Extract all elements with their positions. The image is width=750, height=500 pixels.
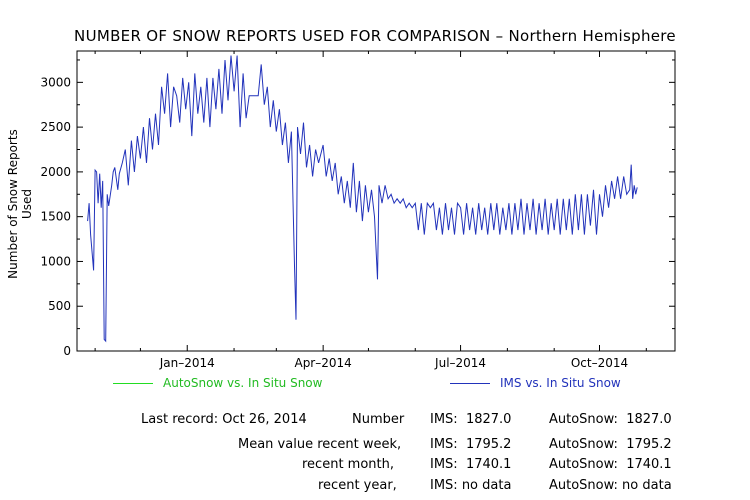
x-tick-label: Jul–2014	[434, 356, 486, 370]
x-tick-label: Jan–2014	[159, 356, 215, 370]
last-record: Last record: Oct 26, 2014	[141, 412, 307, 427]
x-tick-label: Oct–2014	[571, 356, 628, 370]
y-tick-label: 1500	[40, 210, 71, 224]
y-tick-label: 1000	[40, 254, 71, 268]
y-tick-label: 0	[63, 344, 71, 358]
y-axis-label: Number of Snow Reports Used	[6, 129, 34, 279]
number-ims: IMS: 1827.0	[430, 412, 512, 427]
week-autosnow: AutoSnow: 1795.2	[549, 437, 672, 452]
month-ims: IMS: 1740.1	[430, 457, 512, 472]
plot-frame	[76, 50, 676, 352]
legend-ims-label: IMS vs. In Situ Snow	[500, 376, 621, 390]
y-tick-label: 500	[48, 299, 71, 313]
legend-autosnow-label: AutoSnow vs. In Situ Snow	[163, 376, 323, 390]
year-autosnow: AutoSnow: no data	[549, 478, 672, 493]
number-label: Number	[352, 412, 405, 427]
legend-ims-line	[450, 383, 490, 384]
number-autosnow: AutoSnow: 1827.0	[549, 412, 672, 427]
legend-autosnow: AutoSnow vs. In Situ Snow	[113, 376, 322, 390]
month-label: recent month,	[302, 457, 394, 472]
year-label: recent year,	[318, 478, 397, 493]
week-label: Mean value recent week,	[238, 437, 402, 452]
chart-title: NUMBER OF SNOW REPORTS USED FOR COMPARIS…	[74, 27, 676, 45]
y-tick-label: 2500	[40, 120, 71, 134]
x-tick-label: Apr–2014	[294, 356, 351, 370]
month-autosnow: AutoSnow: 1740.1	[549, 457, 672, 472]
week-ims: IMS: 1795.2	[430, 437, 512, 452]
y-tick-label: 3000	[40, 75, 71, 89]
legend-ims: IMS vs. In Situ Snow	[450, 376, 621, 390]
y-tick-label: 2000	[40, 165, 71, 179]
year-ims: IMS: no data	[430, 478, 512, 493]
legend-autosnow-line	[113, 383, 153, 384]
series-line-1	[87, 55, 638, 343]
